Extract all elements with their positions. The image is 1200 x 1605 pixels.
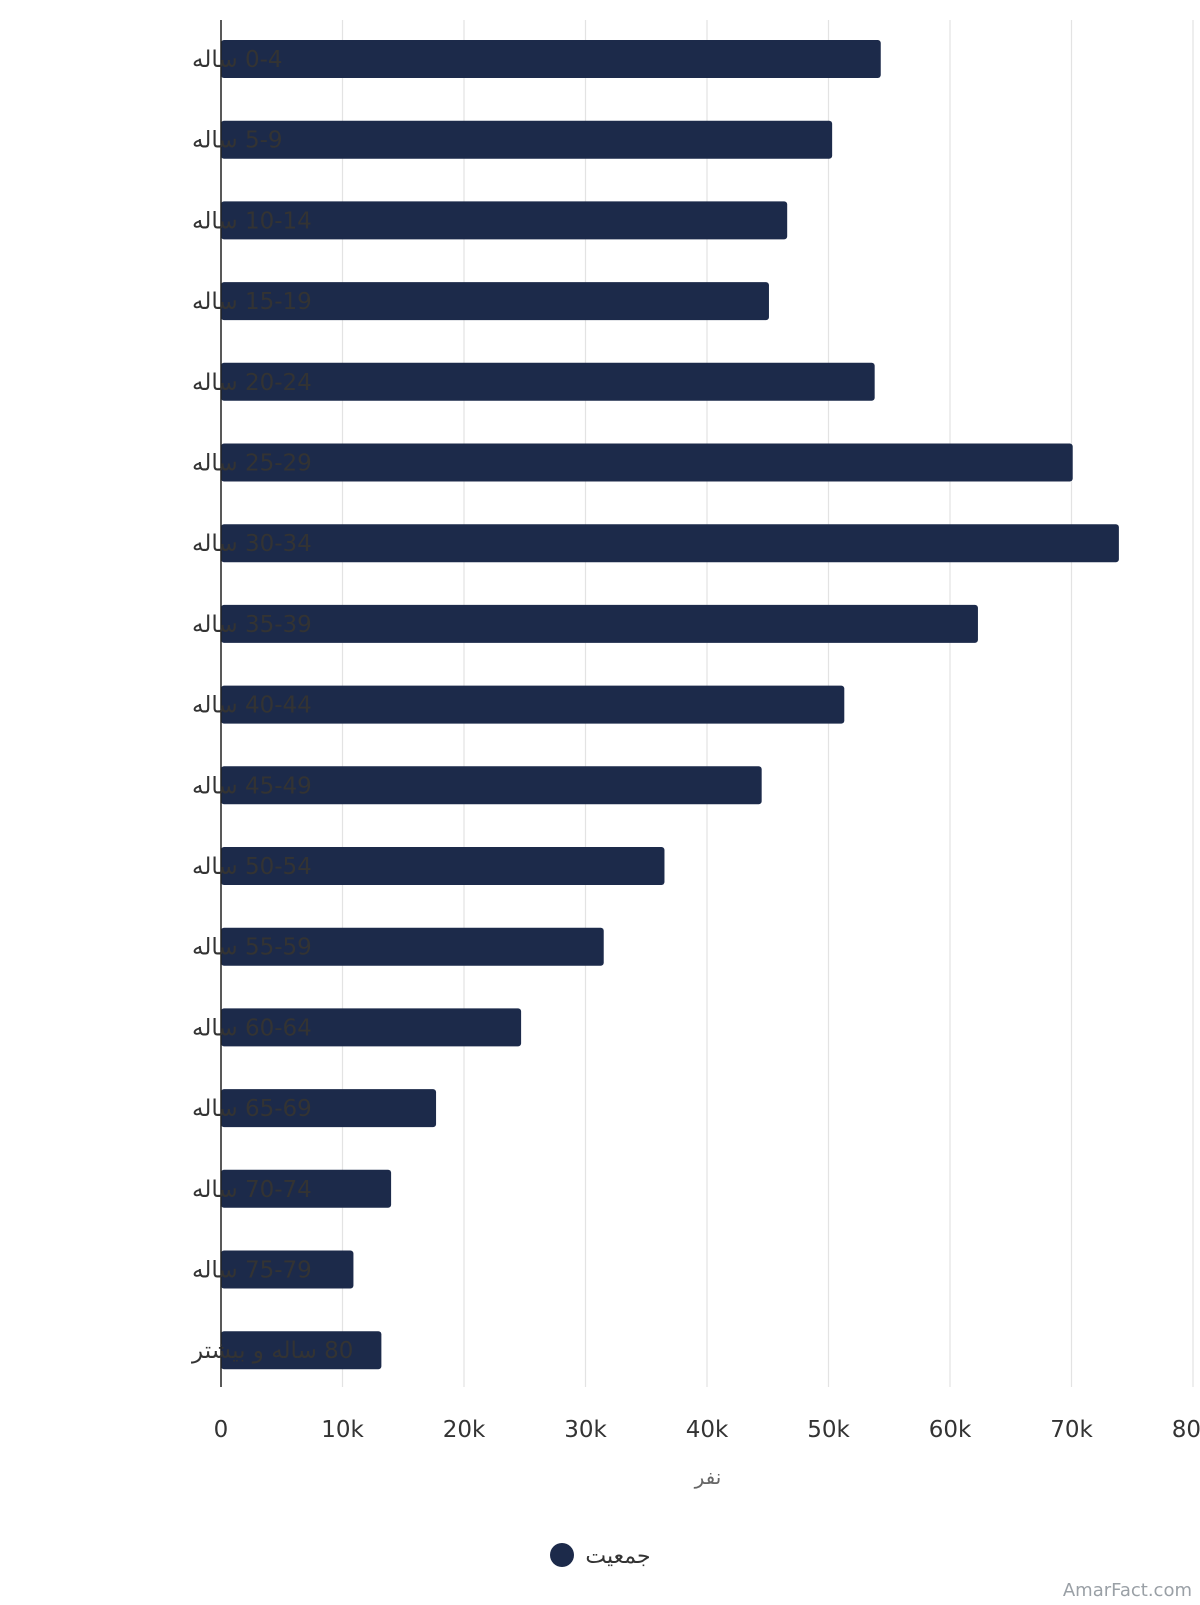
bar-14[interactable] [221, 1169, 392, 1208]
bar-7[interactable] [221, 604, 978, 643]
category-label-14: 70-74 ساله [192, 1177, 312, 1203]
category-label-8: 40-44 ساله [192, 693, 312, 719]
x-tick-labels: 0 10k 20k 30k 40k 50k 60k 70k 80k [214, 1417, 1200, 1443]
watermark[interactable]: AmarFact.com [1063, 1580, 1192, 1601]
bar-12[interactable] [221, 1008, 522, 1047]
category-label-2: 10-14 ساله [192, 208, 312, 234]
category-label-16: 80 ساله و بیشتر [191, 1338, 353, 1364]
bar-13[interactable] [221, 1089, 437, 1128]
x-tick-label-6: 60k [929, 1417, 972, 1443]
bars [221, 40, 1119, 1370]
x-tick-label-2: 20k [443, 1417, 486, 1443]
category-label-1: 5-9 ساله [192, 128, 283, 154]
category-label-7: 35-39 ساله [192, 612, 312, 638]
bar-10[interactable] [221, 847, 665, 885]
bar-15[interactable] [221, 1250, 354, 1289]
category-label-11: 55-59 ساله [192, 935, 312, 961]
category-label-12: 60-64 ساله [192, 1015, 312, 1041]
bar-9[interactable] [221, 766, 762, 805]
x-tick-label-1: 10k [321, 1417, 364, 1443]
x-tick-label-8: 80k [1172, 1417, 1200, 1443]
bar-1[interactable] [221, 120, 833, 159]
category-label-0: 0-4 ساله [192, 47, 283, 73]
x-tick-label-3: 30k [564, 1417, 607, 1443]
x-tick-label-5: 50k [807, 1417, 850, 1443]
bar-3[interactable] [221, 282, 769, 321]
x-tick-label-7: 70k [1050, 1417, 1093, 1443]
category-label-4: 20-24 ساله [192, 370, 312, 396]
legend-marker [550, 1543, 574, 1567]
bar-2[interactable] [221, 201, 788, 240]
bar-16[interactable] [221, 1331, 382, 1370]
bar-11[interactable] [221, 927, 604, 966]
category-labels: 0-4 ساله 5-9 ساله 10-14 ساله 15-19 ساله 20-2… [191, 47, 353, 1364]
category-label-5: 25-29 ساله [192, 451, 312, 477]
x-tick-label-4: 40k [686, 1417, 729, 1443]
category-label-6: 30-34 ساله [192, 531, 312, 557]
category-label-13: 65-69 ساله [192, 1096, 312, 1122]
legend-label: جمعیت [585, 1544, 650, 1569]
bar-0[interactable] [221, 40, 881, 78]
bar-5[interactable] [221, 443, 1073, 482]
legend[interactable]: جمعیت [550, 1543, 651, 1569]
bar-4[interactable] [221, 362, 875, 401]
category-label-10: 50-54 ساله [192, 854, 312, 880]
bar-6[interactable] [221, 524, 1119, 563]
category-label-15: 75-79 ساله [192, 1258, 312, 1284]
category-label-9: 45-49 ساله [192, 773, 312, 799]
x-axis-title: نفر [694, 1465, 722, 1489]
x-tick-label-0: 0 [214, 1417, 229, 1443]
category-label-3: 15-19 ساله [192, 289, 312, 315]
bar-8[interactable] [221, 685, 845, 724]
